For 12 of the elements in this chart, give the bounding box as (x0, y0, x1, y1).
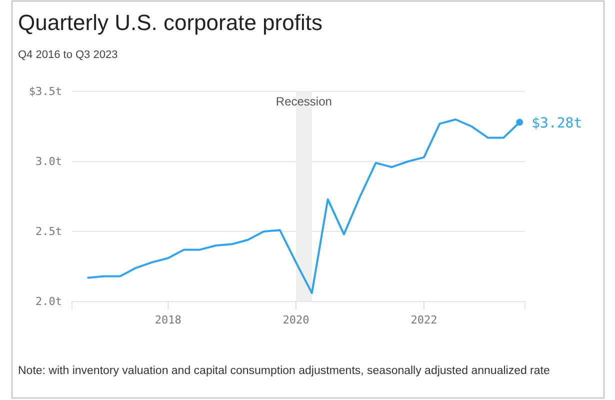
y-tick-label: $3.5t (28, 85, 62, 98)
chart-subtitle: Q4 2016 to Q3 2023 (18, 49, 118, 61)
text: Note: with inventory valuation and capital consumption adjustments, seasonally adjusted annualized rate (18, 365, 550, 377)
y-tick-label: 2.5t (36, 225, 62, 238)
chart-title: Quarterly U.S. corporate profits (18, 10, 322, 35)
y-tick-label: 3.0t (36, 155, 62, 168)
y-tick-label: 2.0t (36, 295, 62, 308)
band-label: Recession (276, 94, 332, 108)
x-tick-label: 2022 (410, 313, 438, 326)
x-tick-label: 2020 (282, 313, 310, 326)
annotation: $3.28t (532, 115, 582, 132)
x-tick-label: 2018 (154, 313, 182, 326)
